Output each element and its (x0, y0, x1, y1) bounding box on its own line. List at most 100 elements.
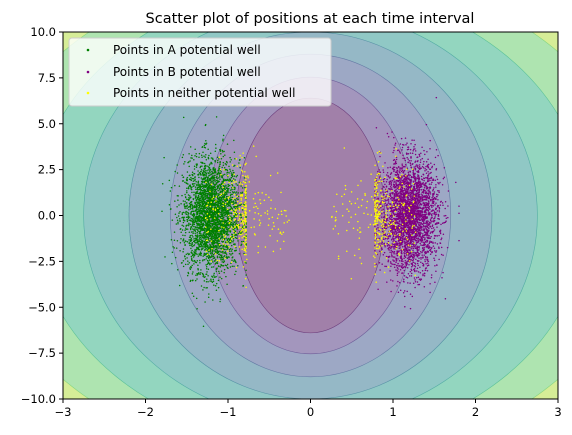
point (414, 153, 417, 156)
point (183, 216, 185, 218)
point (386, 281, 388, 283)
point (399, 195, 402, 197)
point (222, 264, 224, 267)
point (206, 271, 208, 273)
point (195, 238, 197, 241)
point (401, 164, 404, 167)
point (205, 174, 207, 177)
point (431, 181, 433, 184)
point (391, 131, 393, 133)
point (219, 191, 222, 193)
point (220, 170, 222, 173)
point (194, 261, 197, 263)
point (397, 231, 399, 234)
point (200, 238, 203, 240)
point (217, 169, 219, 172)
point (181, 229, 184, 231)
point (211, 281, 214, 283)
point (399, 169, 401, 171)
point (205, 215, 207, 217)
point (205, 143, 207, 146)
point (202, 247, 204, 249)
point (220, 232, 222, 235)
point (222, 196, 225, 198)
point (208, 202, 211, 205)
point (225, 224, 227, 226)
point (187, 224, 190, 227)
point (194, 232, 196, 234)
point (225, 179, 228, 182)
point (423, 160, 425, 163)
point (210, 232, 212, 234)
point (234, 207, 237, 210)
point (410, 142, 412, 145)
point (230, 212, 233, 215)
point (214, 248, 217, 251)
point (419, 266, 421, 269)
point (200, 195, 203, 198)
point (200, 180, 203, 183)
point (191, 279, 194, 282)
point (207, 241, 209, 243)
point (182, 265, 185, 268)
point (217, 265, 220, 267)
point (230, 244, 233, 247)
point (426, 206, 429, 209)
point (191, 203, 193, 205)
point (404, 173, 406, 176)
point (230, 250, 233, 252)
point (229, 161, 231, 163)
point (231, 188, 233, 191)
point (202, 325, 205, 327)
point (395, 201, 398, 203)
point (216, 156, 219, 159)
point (189, 146, 192, 148)
point (206, 179, 208, 181)
point (221, 207, 223, 210)
point (209, 263, 211, 266)
point (188, 219, 190, 222)
point (208, 196, 211, 199)
point (398, 149, 400, 151)
point (199, 220, 201, 222)
point (202, 162, 204, 164)
point (230, 206, 232, 208)
point (195, 200, 198, 202)
point (177, 215, 180, 217)
point (187, 272, 190, 275)
point (222, 151, 224, 153)
point (202, 228, 205, 231)
point (187, 212, 190, 214)
point (197, 206, 199, 209)
point (215, 282, 218, 285)
point (382, 191, 384, 193)
point (229, 230, 232, 233)
point (193, 239, 196, 242)
point (211, 242, 213, 245)
point (230, 174, 233, 176)
point (197, 248, 200, 251)
point (216, 215, 219, 217)
point (202, 184, 204, 186)
point (194, 197, 197, 199)
point (397, 291, 400, 294)
point (228, 178, 231, 180)
point (191, 173, 193, 176)
point (215, 213, 217, 215)
point (230, 180, 233, 183)
point (198, 230, 200, 233)
point (222, 164, 225, 166)
point (414, 266, 417, 268)
point (379, 155, 381, 158)
point (191, 249, 193, 252)
point (230, 196, 232, 199)
point (192, 295, 195, 297)
point (435, 211, 437, 214)
point (176, 269, 179, 271)
point (211, 261, 214, 263)
point (220, 251, 222, 253)
point (199, 234, 201, 237)
point (389, 217, 391, 220)
point (214, 174, 216, 177)
point (186, 241, 189, 243)
